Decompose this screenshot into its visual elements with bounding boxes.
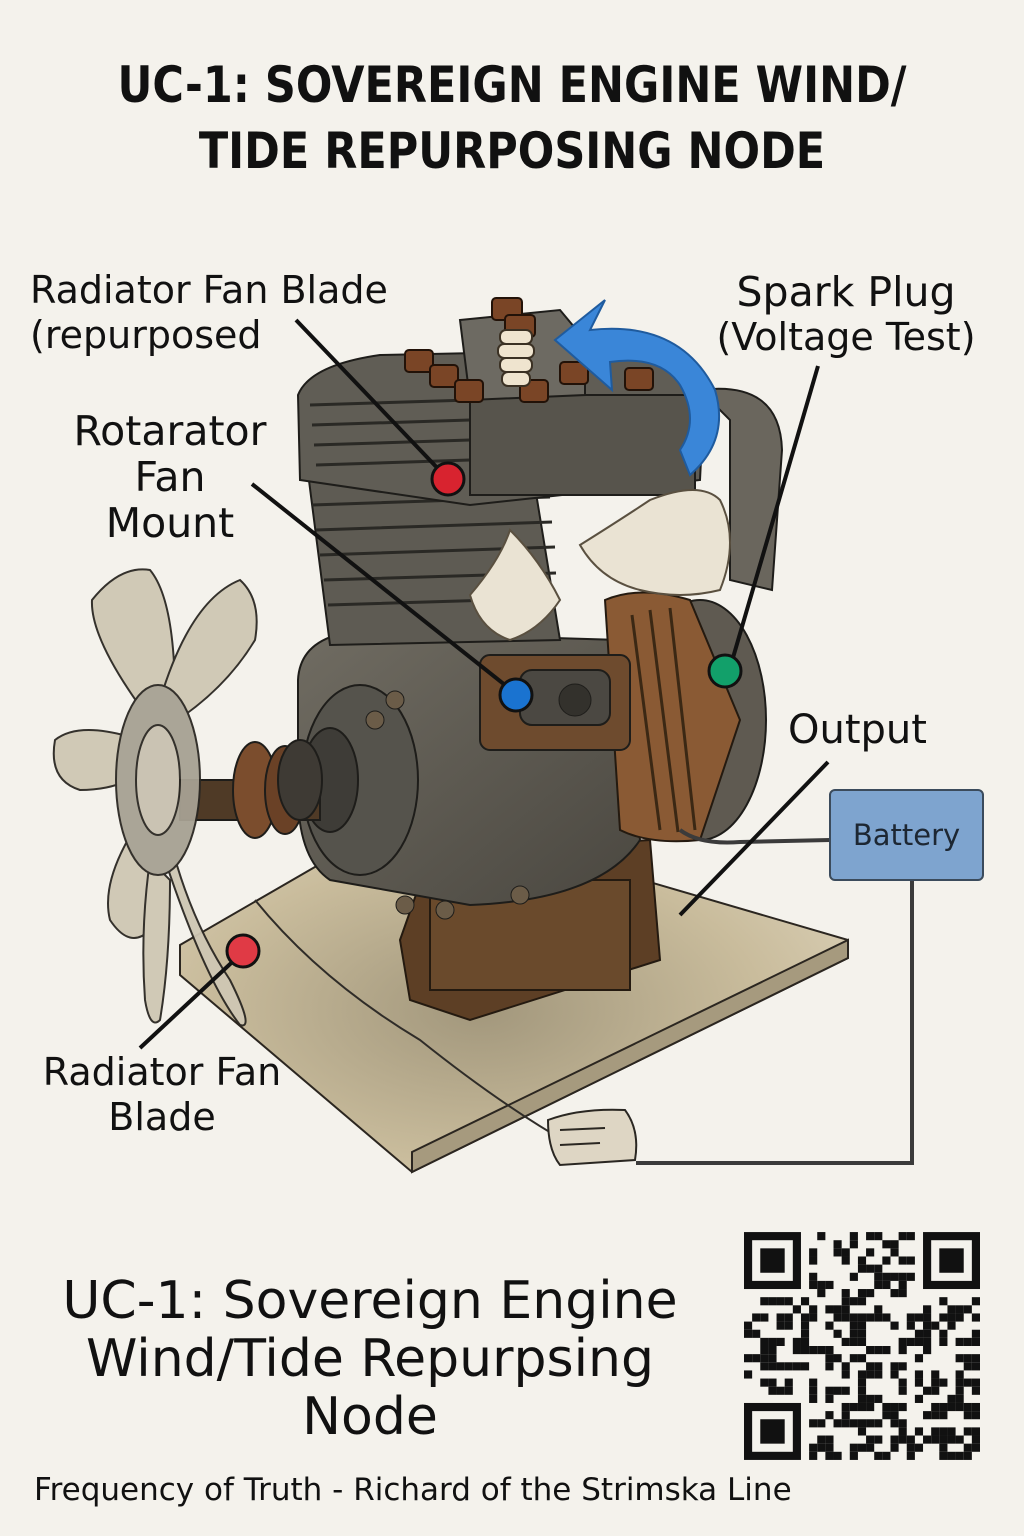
qr-code-icon[interactable] [744, 1232, 980, 1460]
marker-fan-blade [225, 933, 261, 969]
bottom-title-line3: Node [302, 1387, 438, 1447]
cylinder-head [296, 297, 707, 507]
rags [468, 489, 731, 642]
bottom-title: UC-1: Sovereign Engine Wind/Tide Repurps… [40, 1272, 700, 1446]
wire-clamp [546, 1108, 638, 1167]
label-fan-repurposed-line1: Radiator Fan Blade [30, 268, 388, 312]
label-spark-line1: Spark Plug [736, 268, 956, 316]
fan-shaft [179, 739, 323, 839]
leader-fan-bottom [138, 950, 245, 1050]
label-spark-plug: Spark Plug (Voltage Test) [706, 270, 986, 360]
label-rotarator-fan-mount: Rotarator Fan Mount [70, 408, 270, 546]
page-title-line1: UC-1: SOVEREIGN ENGINE WIND/ [117, 56, 907, 114]
bottom-title-line1: UC-1: Sovereign Engine [62, 1271, 678, 1331]
curved-arrow-icon [553, 299, 721, 477]
radiator-fan [52, 568, 258, 1027]
label-fan-bottom-line2: Blade [108, 1095, 216, 1139]
battery-box: Battery [829, 789, 984, 881]
marker-rotarator-mount [498, 677, 534, 713]
label-rotarator-line3: Mount [105, 499, 235, 547]
label-rotarator-line2: Fan [134, 453, 206, 501]
leader-rotarator [250, 482, 517, 695]
battery-wire [636, 828, 914, 1165]
label-fan-bottom-line1: Radiator Fan [42, 1050, 282, 1094]
page-title: UC-1: SOVEREIGN ENGINE WIND/ TIDE REPURP… [72, 52, 953, 184]
markers [225, 461, 743, 969]
label-radiator-fan-repurposed: Radiator Fan Blade (repurposed [30, 268, 388, 358]
label-output: Output [788, 707, 927, 753]
leader-fan-repurposed [294, 318, 447, 478]
flywheel-housing [697, 387, 784, 592]
marker-fan-repurposed [430, 461, 466, 497]
label-rotarator-line1: Rotarator [73, 407, 267, 455]
bottom-title-line2: Wind/Tide Repurpsing [86, 1329, 654, 1389]
leader-spark-plug [728, 365, 820, 669]
battery-label: Battery [852, 818, 961, 852]
label-fan-repurposed-line2: (repurposed [30, 313, 262, 357]
label-spark-line2: (Voltage Test) [716, 315, 976, 359]
page-title-line2: TIDE REPURPOSING NODE [198, 122, 826, 180]
marker-spark-plug [707, 653, 743, 689]
leader-output [678, 760, 830, 917]
leader-lines [138, 318, 830, 1050]
label-radiator-fan-blade: Radiator Fan Blade [34, 1050, 290, 1140]
credit-line: Frequency of Truth - Richard of the Stri… [34, 1472, 792, 1508]
